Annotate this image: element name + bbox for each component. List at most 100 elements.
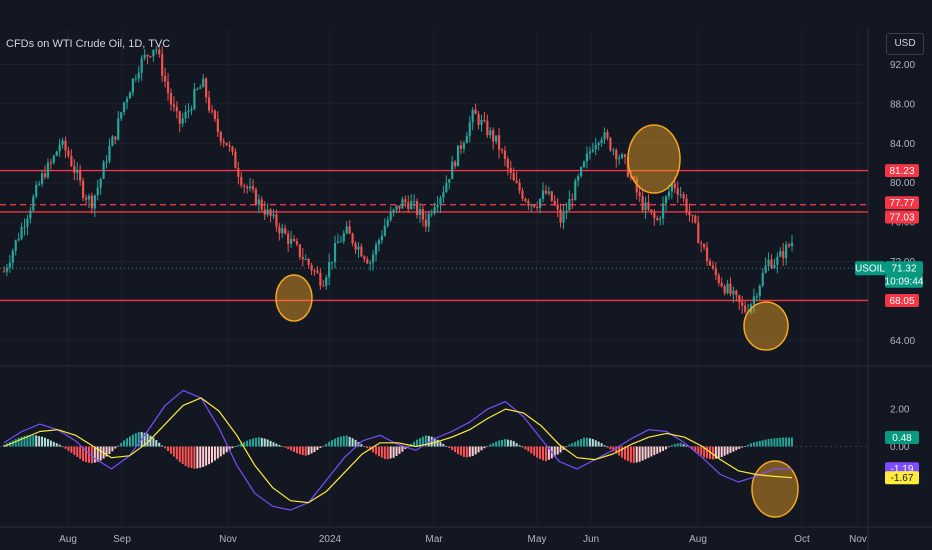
macd-histogram-bar bbox=[246, 440, 249, 447]
symbol-title[interactable]: CFDs on WTI Crude Oil, 1D, TVC bbox=[6, 38, 171, 50]
macd-value-tag-text: -1.67 bbox=[891, 473, 914, 484]
candle-body bbox=[588, 151, 591, 154]
candle-body bbox=[717, 275, 720, 283]
candle-body bbox=[202, 78, 205, 88]
circle-low-september[interactable] bbox=[743, 301, 789, 351]
macd-histogram-bar bbox=[222, 446, 225, 455]
candle-body bbox=[360, 246, 363, 257]
candle-body bbox=[43, 173, 47, 178]
candle-body bbox=[462, 143, 466, 149]
candle-body bbox=[524, 198, 527, 202]
macd-histogram-bar bbox=[641, 446, 644, 461]
candle-body bbox=[477, 113, 480, 125]
candle-body bbox=[292, 238, 296, 242]
candle-body bbox=[723, 286, 726, 294]
currency-button[interactable]: USD bbox=[886, 33, 924, 55]
candle-body bbox=[216, 119, 219, 132]
macd-histogram-bar bbox=[603, 445, 606, 447]
candle-body bbox=[395, 205, 398, 210]
countdown-tag-text: 10:09:44 bbox=[885, 277, 924, 288]
price-candles bbox=[0, 44, 868, 315]
candle-body bbox=[632, 176, 635, 180]
macd-histogram-bar bbox=[175, 446, 178, 460]
macd-histogram-bar bbox=[626, 446, 629, 462]
time-axis-label: Aug bbox=[689, 534, 707, 545]
macd-histogram-bar bbox=[583, 437, 586, 447]
candle-body bbox=[105, 161, 108, 163]
macd-histogram-bar bbox=[386, 446, 389, 460]
annotation-circles[interactable] bbox=[275, 124, 799, 518]
candle-body bbox=[23, 226, 26, 228]
macd-value-tag-bg bbox=[885, 471, 919, 485]
candle-body bbox=[40, 173, 44, 184]
candle-body bbox=[205, 78, 208, 98]
macd-histogram-bar bbox=[474, 446, 477, 455]
macd-histogram-bar bbox=[714, 446, 717, 459]
macd-histogram-bar bbox=[770, 438, 773, 447]
macd-histogram-bar bbox=[360, 444, 363, 447]
time-axis-label: Mar bbox=[425, 534, 443, 545]
candle-body bbox=[591, 149, 594, 152]
macd-histogram-bar bbox=[208, 446, 211, 465]
macd-histogram-bar bbox=[518, 445, 521, 447]
candle-body bbox=[181, 118, 184, 124]
time-axis-label: Jun bbox=[583, 534, 599, 545]
candle-body bbox=[228, 145, 231, 147]
candle-body bbox=[609, 137, 612, 151]
macd-histogram-bar bbox=[295, 446, 298, 454]
macd-histogram-bar bbox=[325, 443, 328, 447]
candle-body bbox=[90, 195, 93, 209]
macd-histogram-bar bbox=[506, 439, 509, 447]
macd-histogram-bar bbox=[251, 438, 254, 447]
candle-body bbox=[418, 209, 422, 215]
macd-histogram-bar bbox=[64, 446, 67, 449]
circle-high-july[interactable] bbox=[627, 124, 681, 194]
macd-histogram-bar bbox=[234, 446, 237, 447]
candle-body bbox=[744, 305, 747, 312]
candle-body bbox=[527, 201, 530, 206]
candle-body bbox=[5, 267, 9, 272]
time-axis-label: Aug bbox=[59, 534, 77, 545]
macd-histogram-bar bbox=[79, 446, 82, 460]
candle-body bbox=[158, 49, 161, 55]
macd-histogram-bar bbox=[624, 446, 627, 460]
macd-histogram-bar bbox=[99, 446, 102, 461]
macd-histogram-bar bbox=[26, 435, 29, 447]
macd-histogram-bar bbox=[287, 446, 290, 450]
candle-body bbox=[427, 213, 430, 227]
last-price-tag: 71.32 bbox=[885, 261, 923, 276]
time-axis-label: Nov bbox=[849, 534, 867, 545]
candle-body bbox=[644, 202, 647, 211]
candle-body bbox=[184, 112, 187, 119]
candle-body bbox=[81, 180, 85, 198]
macd-histogram-bar bbox=[35, 435, 38, 447]
macd-histogram-bar bbox=[169, 446, 172, 454]
macd-histogram-bar bbox=[454, 446, 457, 453]
candle-body bbox=[662, 203, 665, 219]
candle-body bbox=[207, 97, 211, 111]
candle-body bbox=[430, 213, 433, 215]
candle-body bbox=[565, 210, 568, 213]
candle-body bbox=[697, 222, 700, 244]
candle-body bbox=[670, 183, 673, 192]
price-axis[interactable]: 64.0068.0072.0076.0080.0084.0088.0092.00… bbox=[890, 60, 915, 453]
time-axis-label: May bbox=[528, 534, 547, 545]
macd-histogram-bar bbox=[82, 446, 85, 462]
level-price-tag-text: 77.03 bbox=[889, 212, 914, 223]
macd-histogram-bar bbox=[738, 446, 741, 449]
candle-body bbox=[401, 199, 404, 209]
candle-body bbox=[776, 256, 779, 265]
level-price-tag: 68.05 bbox=[885, 293, 919, 307]
candle-body bbox=[700, 243, 703, 245]
macd-histogram-bar bbox=[354, 439, 357, 447]
macd-histogram-bar bbox=[237, 444, 240, 447]
macd-histogram-bar bbox=[662, 446, 665, 451]
candle-body bbox=[547, 191, 550, 194]
macd-histogram-bar bbox=[331, 440, 334, 447]
circle-low-november[interactable] bbox=[275, 274, 313, 322]
macd-histogram-bar bbox=[120, 442, 123, 447]
candle-body bbox=[11, 250, 14, 263]
macd-histogram-bar bbox=[404, 446, 407, 449]
time-axis[interactable]: Aug Sep Nov 2024 Mar May Jun Aug Oct Nov bbox=[59, 534, 867, 545]
